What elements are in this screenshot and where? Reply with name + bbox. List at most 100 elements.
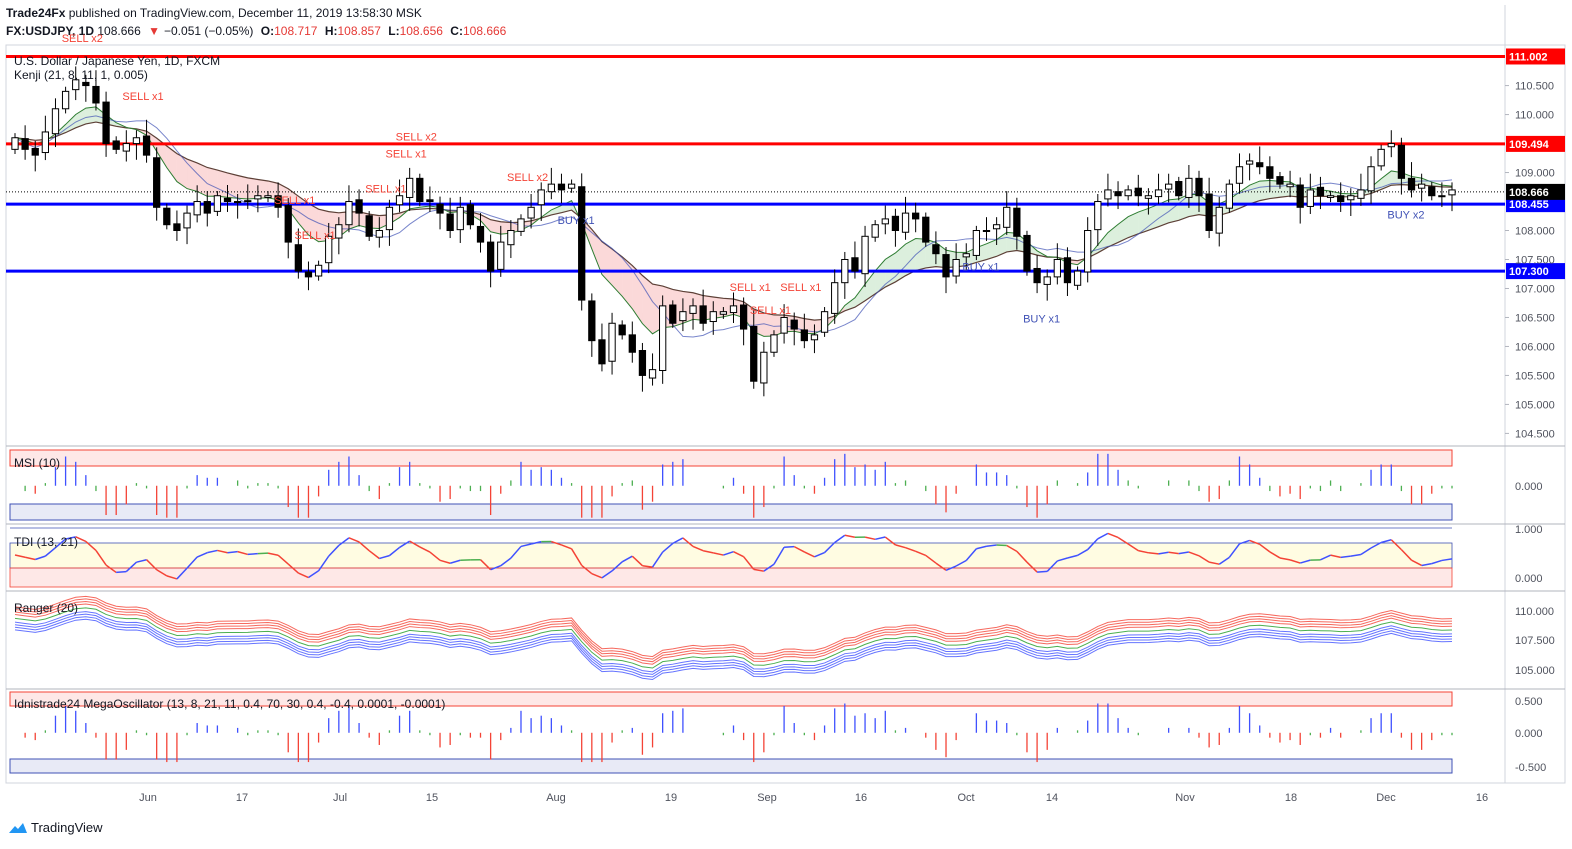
tdi-line-segment [1269, 551, 1281, 559]
cloud-segment [591, 229, 602, 275]
tdi-line-segment [784, 545, 795, 548]
bear-candle [244, 200, 252, 203]
publisher-name[interactable]: Trade24Fx [6, 6, 66, 20]
bear-candle [1175, 181, 1183, 197]
tdi-line-segment [1006, 544, 1018, 553]
tdi-line-segment [935, 562, 947, 571]
ranger-tick-label: 107.500 [1515, 635, 1555, 647]
tdi-line-segment [328, 544, 340, 557]
bull-candle [11, 137, 19, 150]
tdi-line-segment [520, 543, 532, 548]
tdi-line-segment [753, 568, 764, 572]
tradingview-logo-icon [8, 822, 27, 834]
tdi-line-segment [176, 567, 188, 580]
msi-overbought-band [9, 449, 1453, 467]
bull-candle [881, 218, 889, 225]
bull-candle [51, 108, 60, 135]
bull-candle [608, 322, 616, 362]
tdi-line-segment [1037, 570, 1048, 573]
tdi-line-segment [1380, 539, 1392, 544]
bull-candle [679, 311, 687, 322]
level-price-label: 111.002 [1509, 51, 1548, 63]
bear-candle [750, 325, 758, 382]
bull-candle [1104, 189, 1112, 200]
tdi-line-segment [551, 540, 562, 546]
price-tick-label: 110.500 [1515, 81, 1554, 93]
ranger-lower-line [14, 611, 1453, 673]
bear-candle [1023, 234, 1031, 272]
last-price: 108.666 [97, 24, 141, 38]
time-axis-label: Dec [1376, 792, 1396, 804]
tdi-line-segment [1228, 543, 1241, 558]
cloud-segment [1249, 181, 1260, 204]
tdi-line-segment [156, 569, 168, 577]
bull-candle [183, 212, 191, 229]
bull-candle [1286, 183, 1294, 188]
tdi-line-segment [490, 565, 502, 571]
bear-candle [112, 140, 120, 150]
tdi-line-segment [146, 559, 158, 571]
close-label: C: [450, 24, 463, 38]
cloud-segment [1269, 180, 1280, 199]
tdi-line-segment [1046, 560, 1058, 572]
tdi-line-segment [217, 549, 228, 554]
level-price-label: 109.494 [1509, 139, 1550, 151]
tdi-line-segment [166, 575, 178, 580]
tdi-line-segment [388, 546, 401, 557]
bear-candle [1428, 186, 1436, 197]
symbol-label: FX:USDJPY, 1D [6, 24, 95, 38]
tdi-line-segment [642, 564, 653, 568]
tdi-line-segment [915, 550, 927, 557]
sell-signal-label: SELL x2 [507, 172, 548, 184]
bull-candle [648, 369, 657, 379]
time-axis-label: 16 [855, 792, 867, 804]
cloud-segment [257, 179, 268, 199]
tdi-line-segment [317, 555, 330, 572]
bull-candle [193, 201, 201, 216]
cloud-segment [187, 159, 198, 192]
tdi-low-band [9, 567, 1453, 588]
tdi-line-segment [621, 555, 633, 563]
tdi-line-segment [591, 573, 603, 579]
level-price-tag [1506, 135, 1565, 152]
bear-candle [628, 334, 636, 353]
bear-candle [21, 138, 29, 150]
tdi-line-segment [348, 537, 360, 543]
price-tick-label: 107.000 [1515, 283, 1555, 295]
bull-candle [1326, 195, 1335, 198]
ranger-lower-line [14, 618, 1453, 681]
bull-candle [729, 305, 738, 314]
level-price-tag [1506, 263, 1565, 280]
bull-candle [1245, 160, 1254, 165]
tdi-line-segment [298, 572, 309, 579]
bear-candle [466, 204, 475, 226]
mega-tick-label: 0.500 [1515, 696, 1543, 708]
bear-candle [618, 324, 626, 336]
bull-candle [375, 230, 383, 238]
cloud-segment [854, 284, 866, 308]
price-tick-label: 105.500 [1515, 370, 1555, 382]
tradingview-branding[interactable]: TradingView [8, 820, 103, 835]
bear-candle [476, 225, 485, 243]
cloud-segment [166, 145, 177, 182]
time-axis-label: Oct [957, 792, 974, 804]
msi-oversold-band [9, 503, 1453, 521]
bull-candle [659, 305, 667, 372]
tdi-line-segment [1279, 557, 1291, 561]
cloud-segment [915, 238, 926, 271]
bear-candle [486, 241, 495, 272]
bull-candle [992, 224, 1001, 230]
price-change: −0.051 (−0.05%) [164, 24, 254, 38]
bull-candle [1003, 206, 1011, 228]
sell-signal-label: SELL x1 [274, 195, 315, 207]
tdi-line-segment [875, 536, 886, 541]
bull-candle [335, 224, 343, 239]
cloud-segment [875, 259, 886, 294]
sell-signal-label: SELL x1 [294, 230, 335, 242]
cloud-segment [85, 106, 96, 124]
bear-candle [1337, 195, 1345, 203]
tdi-line-segment [237, 550, 248, 556]
bull-candle [1084, 230, 1092, 273]
bull-candle [1215, 206, 1223, 234]
